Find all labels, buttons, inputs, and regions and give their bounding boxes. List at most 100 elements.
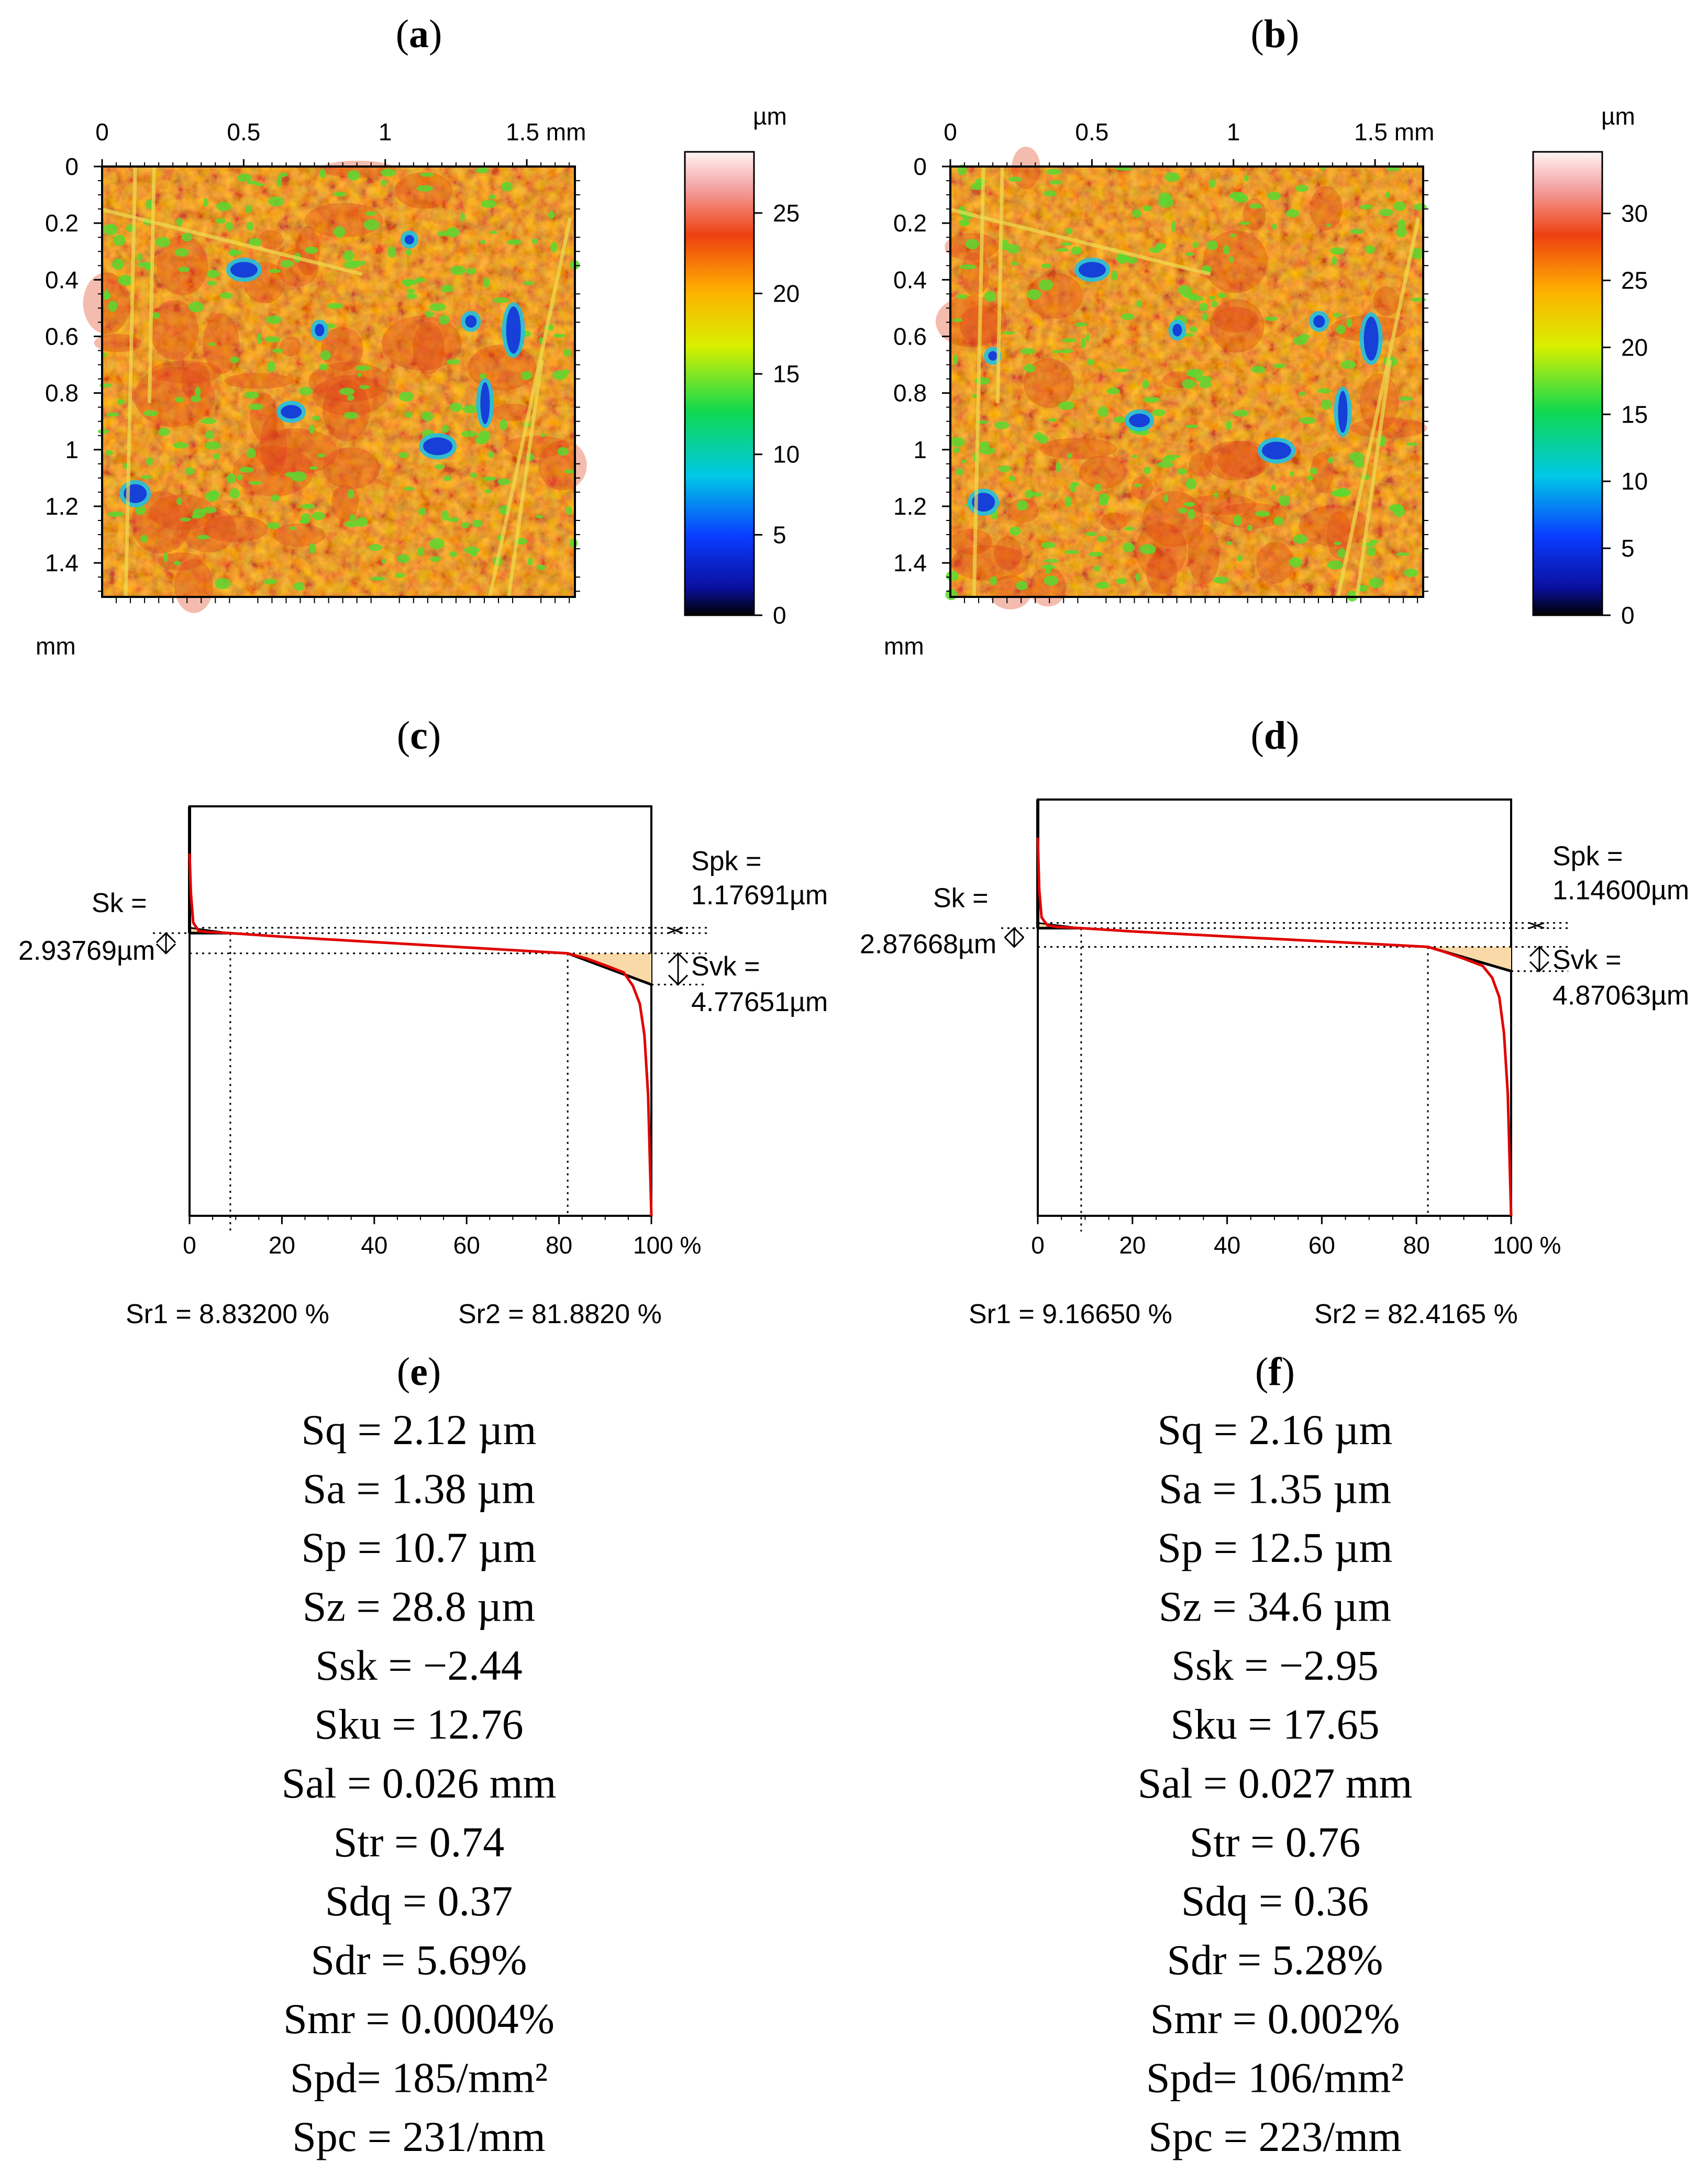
pit — [1124, 526, 1135, 531]
pit — [1271, 484, 1277, 491]
pit — [442, 425, 449, 433]
pit — [1385, 191, 1390, 198]
pit — [406, 289, 415, 294]
pit — [1064, 496, 1072, 507]
x-tick-label: 0.5 — [1075, 118, 1108, 146]
deep-pit — [480, 382, 490, 425]
pit — [416, 185, 434, 192]
pit — [247, 180, 259, 185]
panel-label-b: (b) — [1251, 12, 1300, 56]
pit — [1369, 577, 1383, 589]
high-region — [1350, 417, 1427, 438]
stat-line: Sq = 2.16 µm — [1158, 1406, 1393, 1454]
pit — [1041, 564, 1056, 570]
colorbar-tick-label: 5 — [1621, 535, 1635, 562]
pit — [1162, 457, 1175, 462]
pit — [497, 478, 511, 485]
high-region — [203, 313, 239, 374]
panel-label-c: (c) — [397, 714, 441, 758]
pit — [145, 263, 152, 271]
pit — [285, 472, 295, 478]
deep-pit — [1129, 413, 1150, 427]
high-region — [149, 494, 215, 531]
pit — [1360, 204, 1373, 210]
pit — [214, 578, 231, 590]
y-tick-label: 0 — [65, 153, 79, 180]
pit — [1085, 531, 1097, 536]
pit — [1366, 547, 1377, 557]
pit — [276, 176, 282, 187]
pit — [1136, 300, 1142, 308]
high-region — [1213, 306, 1258, 332]
pit — [1365, 245, 1376, 254]
high-region — [1326, 511, 1351, 559]
deep-pit — [1262, 441, 1292, 460]
svk-arrow-head — [1529, 961, 1550, 972]
deep-pit — [1078, 262, 1106, 278]
high-region — [83, 272, 130, 334]
pit — [1192, 241, 1199, 248]
pit — [421, 411, 434, 422]
deep-pit — [506, 306, 521, 354]
pit — [1080, 338, 1086, 349]
pit — [449, 403, 463, 412]
pit — [1002, 331, 1015, 335]
sr1-label: Sr1 = 9.16650 % — [969, 1299, 1172, 1329]
pit — [1149, 247, 1162, 253]
pit — [1249, 203, 1262, 209]
scratch-line — [124, 166, 137, 597]
high-region — [276, 249, 319, 287]
pit — [102, 292, 111, 300]
pit — [1122, 542, 1135, 552]
scratch-line — [147, 166, 156, 404]
pit — [553, 334, 565, 338]
pit — [527, 558, 533, 566]
x-tick-label: 40 — [1214, 1232, 1240, 1259]
pit — [470, 551, 477, 557]
pit — [365, 211, 377, 216]
high-region — [1101, 512, 1128, 531]
stat-line: Spd= 185/mm² — [290, 2054, 548, 2102]
high-region — [1187, 494, 1257, 515]
colorbar-tick-label: 0 — [1621, 602, 1635, 629]
pit — [246, 221, 254, 231]
pit — [552, 370, 568, 380]
high-region — [320, 160, 396, 178]
pit — [118, 275, 134, 286]
pit — [398, 452, 409, 459]
pit — [1236, 554, 1243, 562]
y-tick-label: 0.2 — [893, 209, 927, 237]
high-region — [134, 367, 215, 427]
y-tick-label: 0.8 — [45, 380, 79, 407]
pit — [356, 517, 368, 527]
pit — [1026, 289, 1041, 300]
high-region — [150, 300, 199, 360]
pit — [1095, 581, 1110, 589]
x-tick-label: 20 — [269, 1232, 295, 1259]
x-tick-label: 0 — [944, 118, 957, 146]
pit — [255, 183, 265, 186]
high-region — [1023, 358, 1074, 408]
pit — [1116, 578, 1127, 585]
y-tick-label: 0.4 — [893, 266, 927, 293]
pit — [267, 361, 275, 373]
pit — [319, 168, 326, 179]
pit — [1403, 568, 1418, 578]
pit — [1171, 220, 1176, 232]
pit — [1074, 322, 1088, 327]
pit — [1327, 560, 1343, 570]
stat-line: Sdq = 0.37 — [325, 1877, 513, 1925]
pit — [319, 363, 329, 370]
abbott-curve — [1036, 837, 1513, 1216]
pit — [956, 468, 963, 475]
pit — [1106, 387, 1120, 395]
pit — [429, 303, 447, 312]
pit — [1139, 544, 1156, 554]
scratch-line — [507, 360, 544, 597]
pit — [1086, 359, 1095, 365]
pit — [359, 385, 370, 390]
pit — [380, 180, 387, 186]
pit — [531, 238, 538, 245]
pit — [563, 348, 571, 357]
pit — [489, 230, 498, 234]
